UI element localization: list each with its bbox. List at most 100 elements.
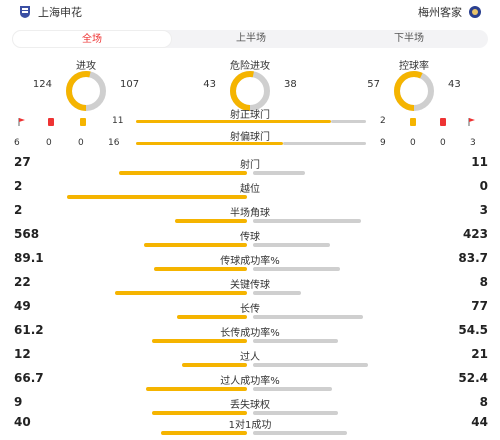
home-shots-on-target: 11 bbox=[112, 116, 124, 126]
home-corner-count: 6 bbox=[14, 138, 20, 148]
donut-ring bbox=[230, 71, 270, 111]
stat-home-bar bbox=[177, 315, 247, 319]
stat-away-bar bbox=[253, 171, 306, 175]
stat-home-value: 568 bbox=[14, 227, 40, 241]
stat-label: 半场角球 bbox=[230, 208, 270, 219]
donut-home-arc bbox=[66, 71, 106, 111]
stat-row-passes: 568 传球 423 bbox=[0, 226, 500, 252]
stat-away-bar bbox=[253, 219, 361, 223]
away-shots-on-target: 2 bbox=[380, 116, 386, 126]
donut-away-value: 43 bbox=[448, 79, 461, 90]
stat-away-bar bbox=[253, 411, 338, 415]
stat-home-value: 9 bbox=[14, 395, 23, 409]
stat-label: 1对1成功 bbox=[228, 420, 272, 431]
donut-away-value: 107 bbox=[120, 79, 140, 90]
home-red-card-count: 0 bbox=[46, 138, 52, 148]
donut-ring bbox=[66, 71, 106, 111]
stat-away-bar bbox=[253, 243, 330, 247]
stat-row-dribble-success: 66.7 过人成功率% 52.4 bbox=[0, 370, 500, 396]
stat-away-bar bbox=[253, 267, 341, 271]
corner-flag-icon bbox=[18, 118, 25, 126]
stat-away-bar bbox=[253, 387, 333, 391]
stat-label: 长传成功率% bbox=[220, 328, 280, 339]
red-card-icon bbox=[48, 118, 54, 126]
stat-home-bar bbox=[181, 363, 247, 367]
stat-row-long-ball-accuracy: 61.2 长传成功率% 54.5 bbox=[0, 322, 500, 348]
stat-home-bar bbox=[151, 411, 247, 415]
stat-away-value: 11 bbox=[471, 155, 488, 169]
home-team-name: 上海申花 bbox=[38, 6, 82, 19]
stat-home-value: 2 bbox=[14, 203, 23, 217]
away-shots-off-target: 9 bbox=[380, 138, 386, 148]
tab-full-match[interactable]: 全场 bbox=[12, 30, 172, 48]
stat-label: 丢失球权 bbox=[230, 400, 270, 411]
stat-label: 越位 bbox=[240, 184, 260, 195]
home-shots-on-target-bar bbox=[136, 120, 331, 123]
stat-home-bar bbox=[67, 195, 247, 199]
donut-home-value: 43 bbox=[203, 79, 216, 90]
stat-away-value: 3 bbox=[479, 203, 488, 217]
stat-away-value: 44 bbox=[471, 415, 488, 429]
stat-label: 长传 bbox=[240, 304, 260, 315]
stat-row-key-passes: 22 关键传球 8 bbox=[0, 274, 500, 300]
home-yellow-card-count: 0 bbox=[78, 138, 84, 148]
donut-possession: 控球率 57 43 bbox=[344, 57, 484, 111]
donut-ring bbox=[394, 71, 434, 111]
stat-label: 射门 bbox=[240, 160, 260, 171]
donut-home-value: 124 bbox=[32, 79, 52, 90]
stat-home-value: 66.7 bbox=[14, 371, 44, 385]
stat-row-long-balls: 49 长传 77 bbox=[0, 298, 500, 324]
away-shots-off-target-bar bbox=[283, 142, 366, 145]
corner-flag-icon bbox=[468, 118, 475, 126]
shots-on-target-label: 射正球门 bbox=[230, 110, 270, 121]
away-shots-on-target-bar bbox=[331, 120, 366, 123]
stat-row-duels-won: 40 1对1成功 44 bbox=[0, 414, 500, 440]
donut-attacks: 进攻 124 107 bbox=[16, 57, 156, 111]
stat-home-bar bbox=[119, 171, 247, 175]
stat-home-value: 40 bbox=[14, 415, 31, 429]
stat-home-bar bbox=[151, 339, 247, 343]
stat-home-bar bbox=[161, 431, 247, 435]
tab-second-half[interactable]: 下半场 bbox=[394, 33, 424, 44]
away-team[interactable]: 梅州客家 bbox=[412, 4, 482, 20]
stat-label: 传球成功率% bbox=[220, 256, 280, 267]
donut-dangerous-attacks: 危险进攻 43 38 bbox=[180, 57, 320, 111]
stat-row-shots: 27 射门 11 bbox=[0, 154, 500, 180]
stat-label: 关键传球 bbox=[230, 280, 270, 291]
tab-first-half[interactable]: 上半场 bbox=[236, 33, 266, 44]
period-tabs: 全场 上半场 下半场 bbox=[12, 30, 488, 48]
stat-row-possession-lost: 9 丢失球权 8 bbox=[0, 394, 500, 420]
away-team-name: 梅州客家 bbox=[418, 6, 462, 19]
stat-away-value: 8 bbox=[479, 395, 488, 409]
stat-away-value: 54.5 bbox=[458, 323, 488, 337]
away-team-crest-icon bbox=[469, 6, 481, 18]
stat-home-bar bbox=[143, 243, 247, 247]
stat-home-value: 12 bbox=[14, 347, 31, 361]
stat-away-value: 21 bbox=[471, 347, 488, 361]
donut-away-value: 38 bbox=[284, 79, 297, 90]
stat-away-bar bbox=[253, 291, 301, 295]
shots-off-target-label: 射偏球门 bbox=[230, 132, 270, 143]
home-team[interactable]: 上海申花 bbox=[18, 4, 88, 20]
stat-home-value: 27 bbox=[14, 155, 31, 169]
donut-home-arc bbox=[394, 71, 434, 111]
stat-away-value: 423 bbox=[462, 227, 488, 241]
away-yellow-card-count: 0 bbox=[410, 138, 416, 148]
red-card-icon bbox=[440, 118, 446, 126]
stat-row-half-corners: 2 半场角球 3 bbox=[0, 202, 500, 228]
home-team-crest-icon bbox=[20, 6, 30, 18]
stat-home-value: 89.1 bbox=[14, 251, 44, 265]
stat-home-bar bbox=[154, 267, 247, 271]
donut-home-value: 57 bbox=[367, 79, 380, 90]
stat-label: 传球 bbox=[240, 232, 260, 243]
stat-away-value: 8 bbox=[479, 275, 488, 289]
yellow-card-icon bbox=[410, 118, 416, 126]
match-header: 上海申花 梅州客家 bbox=[0, 0, 500, 26]
stat-label: 过人 bbox=[240, 352, 260, 363]
stat-home-value: 22 bbox=[14, 275, 31, 289]
stat-label: 过人成功率% bbox=[220, 376, 280, 387]
stat-away-bar bbox=[253, 315, 363, 319]
home-shots-off-target: 16 bbox=[108, 138, 120, 148]
donut-home-arc bbox=[230, 71, 270, 111]
stat-home-bar bbox=[146, 387, 247, 391]
